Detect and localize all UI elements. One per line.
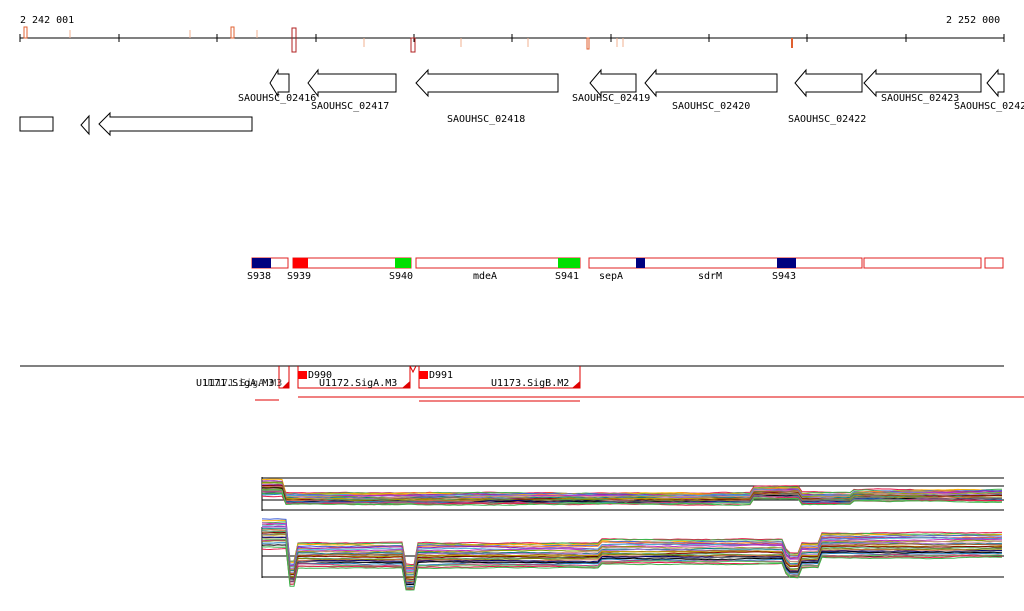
gene-label: SAOUHSC_02422 [788, 114, 866, 125]
expression-profile-line [262, 536, 1002, 584]
expression-profile-line [261, 547, 1003, 590]
transcript-label: U1172.SigA.M3 [319, 378, 397, 389]
transcript-connector [409, 365, 417, 374]
segment-box[interactable] [588, 257, 863, 269]
gene-label: SAOUHSC_0242 [954, 101, 1024, 112]
segment-label: S938 [247, 271, 271, 282]
segment-box[interactable] [292, 257, 412, 269]
transcript-marker-d990[interactable] [298, 371, 307, 379]
segment-label: S941 [555, 271, 579, 282]
gene-label: SAOUHSC_02416 [238, 93, 316, 104]
transcript-label: U1171.SigA.M3 [196, 378, 274, 389]
transcript-end-marker [572, 381, 580, 388]
segment-box[interactable] [984, 257, 1004, 269]
gene-arrow-02416[interactable] [269, 68, 290, 98]
expression-profiles-top [261, 478, 1003, 506]
segment-box[interactable] [415, 257, 581, 269]
gene-box-left[interactable] [19, 116, 54, 132]
gene-arrow-02422[interactable] [794, 68, 863, 98]
coordinate-ruler: 2 242 001 2 252 000 [19, 15, 1005, 53]
transcript-end-marker [282, 381, 289, 388]
transcript-label: U1171.SigA.M3 [204, 378, 282, 389]
gene-label: SAOUHSC_02417 [311, 101, 389, 112]
expression-profile-line [261, 542, 1003, 588]
expression-profiles-bottom [261, 518, 1003, 591]
expression-profile-line [261, 539, 1003, 589]
segment-marker-blue[interactable] [777, 258, 796, 268]
segment-marker-blue[interactable] [252, 258, 271, 268]
transcript-track: U1171.SigA.M3 U1171.SigA.M3 D990 U1172.S… [20, 365, 1024, 402]
expression-profile-line [261, 523, 1003, 572]
segment-marker-green[interactable] [558, 258, 580, 268]
gene-arrow-0242x[interactable] [986, 68, 1005, 98]
expression-profile-line [261, 526, 1003, 578]
segment-label: mdeA [473, 271, 497, 282]
gene-track [19, 68, 1005, 137]
segment-label: S939 [287, 271, 311, 282]
segment-marker-green[interactable] [395, 258, 411, 268]
transcript-label: D990 [308, 370, 332, 381]
segment-label: S943 [772, 271, 796, 282]
expression-profile-line [261, 492, 1003, 506]
transcript-label: D991 [429, 370, 453, 381]
transcript-label: U1173.SigB.M2 [491, 378, 569, 389]
ruler-features [23, 26, 793, 53]
gene-arrow-02417[interactable] [307, 68, 397, 98]
segment-track: S938 S939 S940 mdeA S941 sepA sdrM S943 [247, 257, 1004, 282]
gene-label: SAOUHSC_02418 [447, 114, 525, 125]
gene-arrow-02423[interactable] [863, 68, 982, 98]
expression-profile-line [261, 534, 1003, 579]
segment-box[interactable] [863, 257, 982, 269]
gene-label: SAOUHSC_02423 [881, 93, 959, 104]
gene-labels: SAOUHSC_02416 SAOUHSC_02417 SAOUHSC_0241… [238, 93, 1024, 125]
segment-label: S940 [389, 271, 413, 282]
expression-profile-line [261, 518, 1003, 569]
expression-profile-line [261, 489, 1003, 504]
expression-profile-line [262, 540, 1003, 583]
gene-arrow-long[interactable] [98, 111, 253, 137]
segment-marker-blue[interactable] [636, 258, 645, 268]
expression-profile-line [261, 546, 1002, 591]
expression-profile-line [261, 544, 1003, 586]
expression-profile-line [261, 521, 1003, 567]
gene-arrow-02418[interactable] [415, 68, 559, 98]
segment-label: sdrM [698, 271, 722, 282]
expression-profile-line [261, 538, 1003, 583]
transcript-end-marker [402, 381, 410, 388]
gene-arrow-small[interactable] [80, 114, 90, 136]
expression-profile-line [261, 530, 1003, 576]
gene-label: SAOUHSC_02420 [672, 101, 750, 112]
expression-panel [261, 477, 1004, 591]
expression-profile-line [261, 532, 1003, 574]
gene-arrow-02420[interactable] [644, 68, 778, 98]
gene-label: SAOUHSC_02419 [572, 93, 650, 104]
segment-label: sepA [599, 271, 623, 282]
gene-arrow-02419[interactable] [589, 68, 637, 98]
expression-profile-line [262, 525, 1003, 570]
expression-profile-line [261, 487, 1002, 499]
transcript-marker-d991[interactable] [419, 371, 428, 379]
segment-marker-red[interactable] [293, 258, 308, 268]
ruler-end-label: 2 252 000 [946, 15, 1000, 26]
ruler-start-label: 2 242 001 [20, 15, 74, 26]
